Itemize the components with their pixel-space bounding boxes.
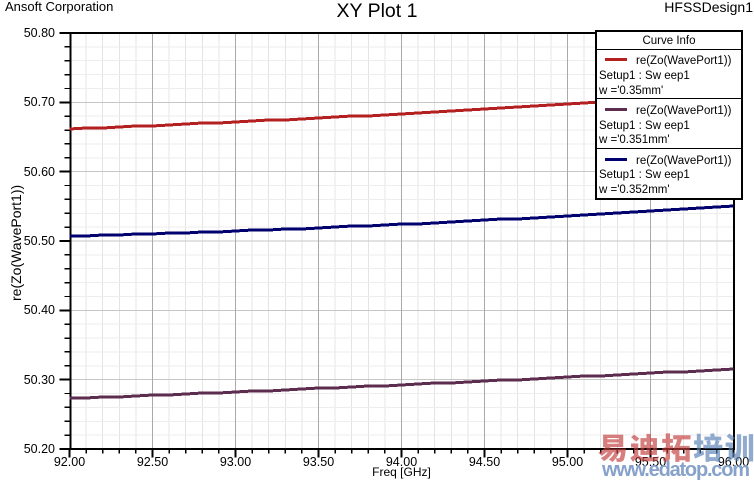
svg-text:www.edatop.com: www.edatop.com xyxy=(601,459,750,481)
